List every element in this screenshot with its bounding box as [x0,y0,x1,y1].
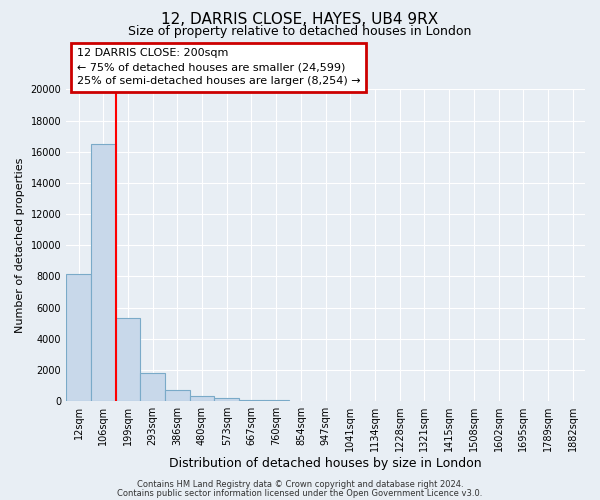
X-axis label: Distribution of detached houses by size in London: Distribution of detached houses by size … [169,457,482,470]
Bar [116,318,140,401]
Bar [165,390,190,401]
Bar [214,398,239,401]
Bar [264,400,289,401]
Text: 12, DARRIS CLOSE, HAYES, UB4 9RX: 12, DARRIS CLOSE, HAYES, UB4 9RX [161,12,439,28]
Bar [239,400,264,401]
Text: Size of property relative to detached houses in London: Size of property relative to detached ho… [128,25,472,38]
Bar [91,144,116,401]
Bar [66,274,91,401]
Bar [140,373,165,401]
Text: 12 DARRIS CLOSE: 200sqm
← 75% of detached houses are smaller (24,599)
25% of sem: 12 DARRIS CLOSE: 200sqm ← 75% of detache… [77,48,360,86]
Y-axis label: Number of detached properties: Number of detached properties [15,158,25,333]
Text: Contains HM Land Registry data © Crown copyright and database right 2024.: Contains HM Land Registry data © Crown c… [137,480,463,489]
Bar [190,396,214,401]
Text: Contains public sector information licensed under the Open Government Licence v3: Contains public sector information licen… [118,488,482,498]
